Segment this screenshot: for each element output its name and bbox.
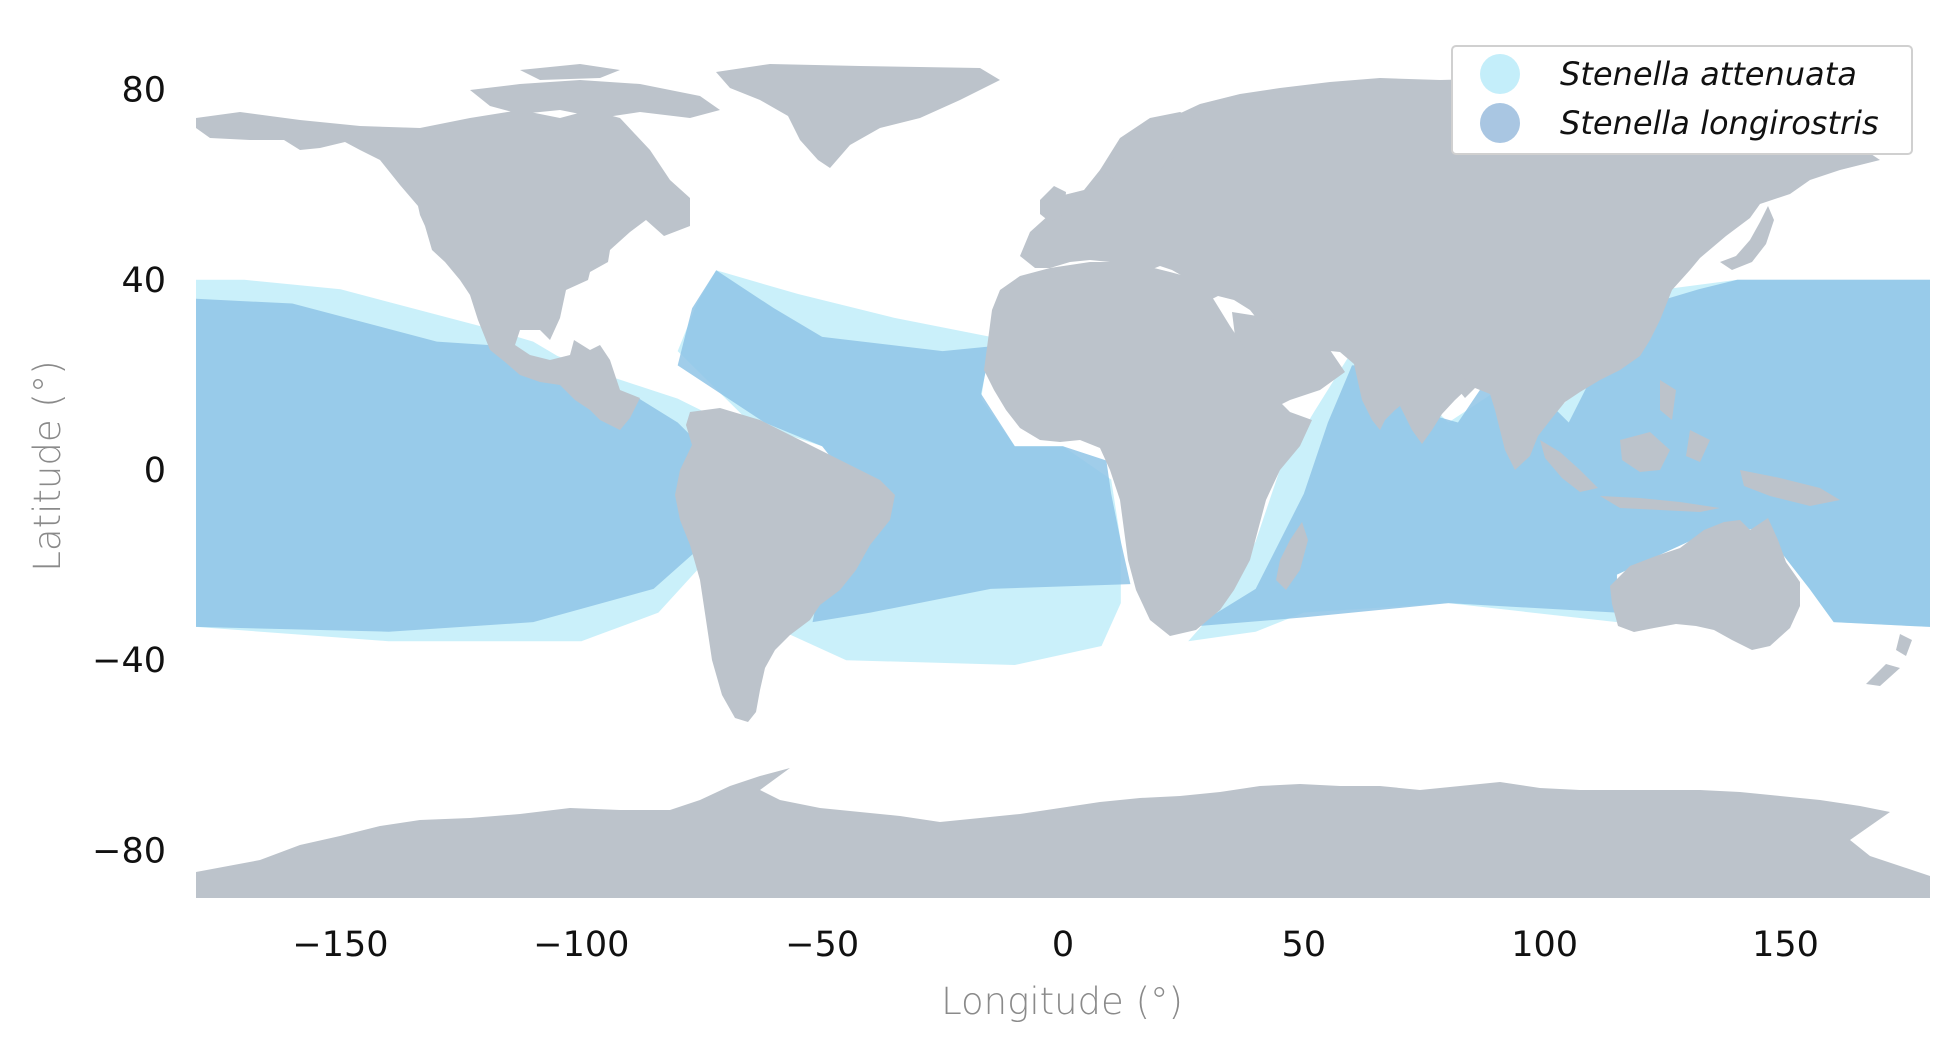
x-axis-title: Longitude (°) bbox=[941, 980, 1183, 1023]
legend-label-stenella-attenuata: Stenella attenuata bbox=[1560, 55, 1857, 93]
range-stenella-longirostris-0 bbox=[196, 298, 736, 632]
y-tick-label: −80 bbox=[92, 831, 166, 871]
x-tick-label: −100 bbox=[533, 925, 629, 965]
landmass-eurasia bbox=[1020, 78, 1880, 470]
legend-swatch-stenella-longirostris bbox=[1480, 103, 1520, 143]
landmass-japan bbox=[1720, 206, 1774, 270]
landmass-antarctica bbox=[196, 768, 1930, 898]
landmass-southeast-asia-islands bbox=[1540, 380, 1840, 512]
y-tick-label: 40 bbox=[121, 261, 166, 301]
y-axis-ticks: 80 40 0 −40 −80 bbox=[92, 71, 166, 872]
legend: Stenella attenuata Stenella longirostris bbox=[1451, 45, 1913, 155]
x-tick-label: −50 bbox=[785, 925, 859, 965]
x-tick-label: −150 bbox=[292, 925, 388, 965]
legend-swatch-stenella-attenuata bbox=[1480, 54, 1520, 94]
y-axis-title: Latitude (°) bbox=[26, 360, 69, 571]
range-stenella-longirostris-1 bbox=[677, 270, 1131, 623]
legend-box bbox=[1451, 45, 1913, 155]
legend-label-stenella-longirostris: Stenella longirostris bbox=[1560, 104, 1879, 142]
landmass-india bbox=[1372, 352, 1470, 444]
landmass-arctic-islands bbox=[470, 64, 720, 118]
landmass-south-america bbox=[675, 408, 895, 722]
landmass-australia bbox=[1610, 518, 1800, 650]
x-tick-label: 50 bbox=[1282, 925, 1327, 965]
landmass-north-america bbox=[196, 110, 690, 430]
y-tick-label: 0 bbox=[144, 451, 166, 491]
land-masses-layer bbox=[196, 64, 1930, 898]
x-tick-label: 0 bbox=[1052, 925, 1074, 965]
landmass-africa bbox=[984, 262, 1312, 636]
landmass-britain bbox=[1040, 186, 1066, 222]
landmass-greenland bbox=[716, 64, 1000, 168]
y-tick-label: −40 bbox=[92, 641, 166, 681]
landmass-new-zealand bbox=[1866, 634, 1912, 686]
landmass-madagascar bbox=[1276, 522, 1308, 590]
x-tick-label: 100 bbox=[1511, 925, 1578, 965]
x-tick-label: 150 bbox=[1752, 925, 1819, 965]
landmass-scandinavia bbox=[1100, 112, 1200, 184]
x-axis-ticks: −150 −100 −50 0 50 100 150 bbox=[292, 925, 1818, 965]
y-tick-label: 80 bbox=[121, 71, 166, 111]
